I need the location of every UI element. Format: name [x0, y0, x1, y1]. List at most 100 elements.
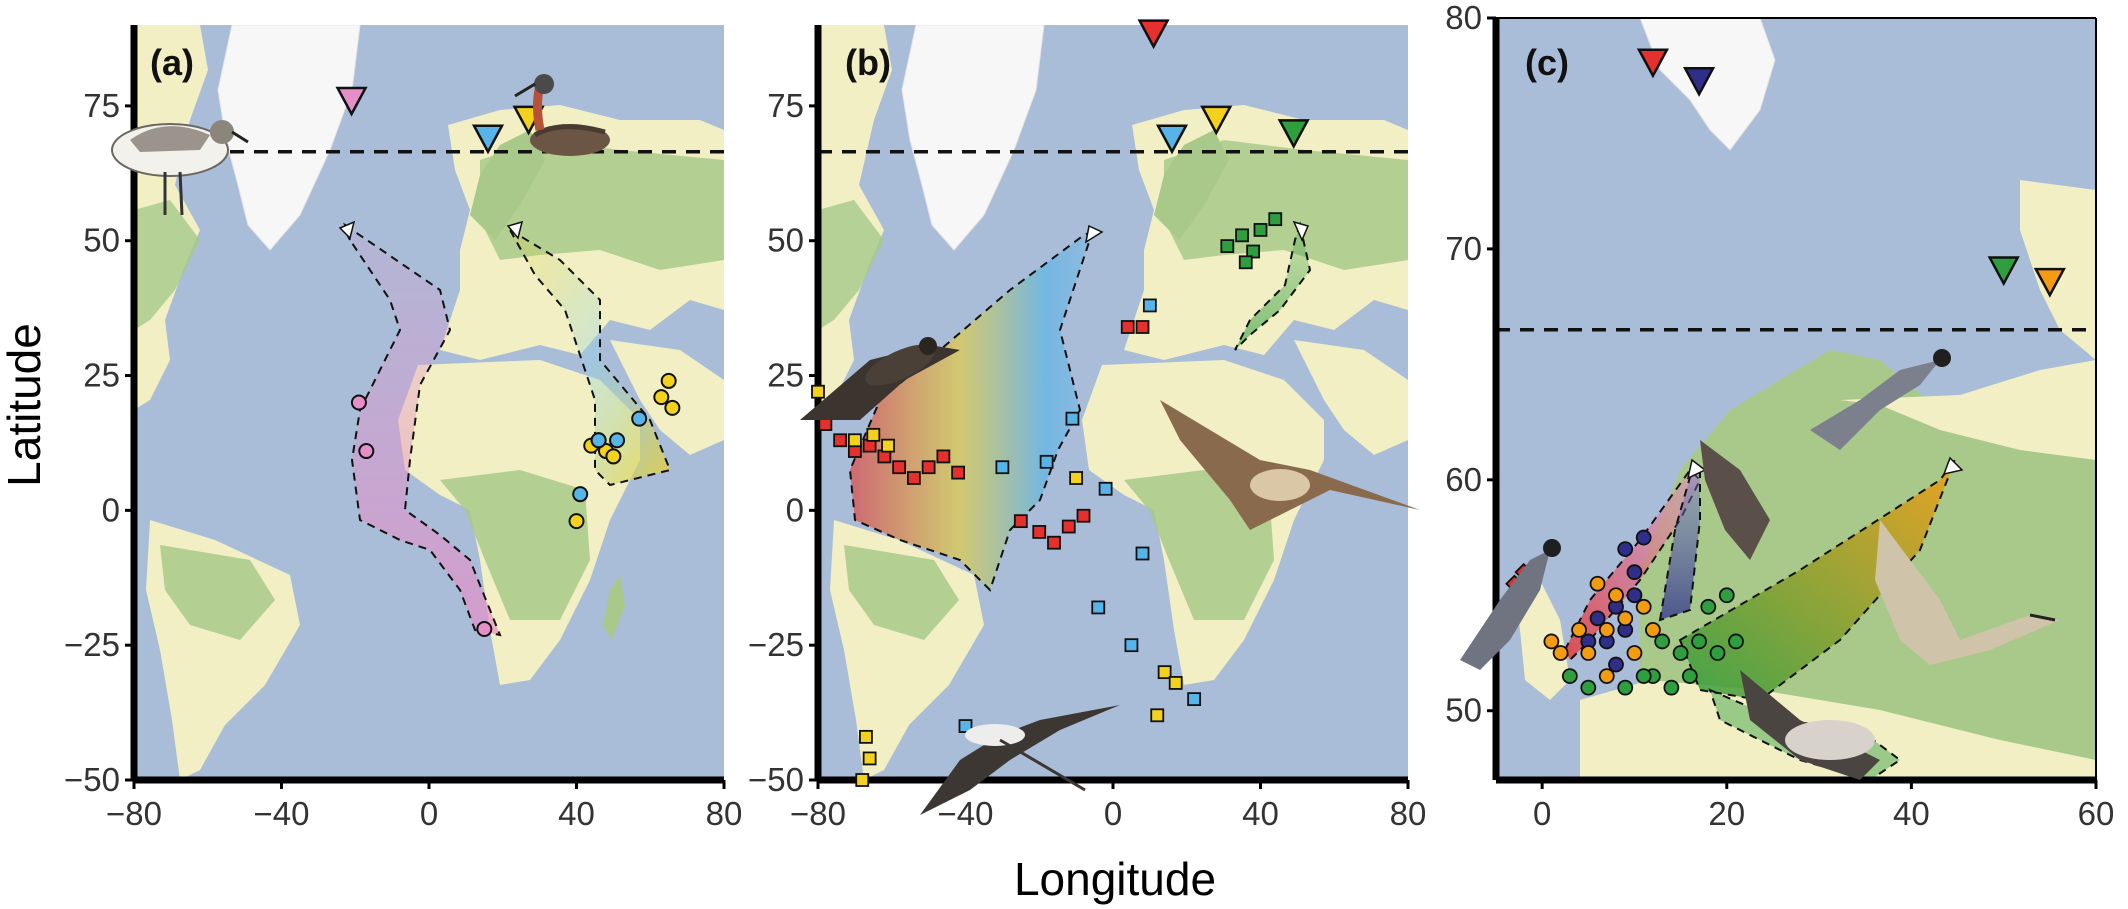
eurasia-tundra: [1840, 360, 2096, 460]
tracking-point: [660, 372, 677, 389]
north-america-forest: [134, 200, 200, 330]
tracking-point: [1589, 610, 1606, 627]
tracking-point: [572, 486, 589, 503]
barnacle-goose-bird-image: [1460, 539, 1561, 670]
tracking-point: [1124, 638, 1139, 653]
tracking-point: [1220, 239, 1235, 254]
red-arrowhead-c: [1686, 458, 1707, 480]
panel-c-ticks: 0 20 40 60 50 60 70 80: [1445, 0, 2114, 832]
x-tick-label: 40: [1893, 795, 1930, 832]
south-america-forest: [160, 545, 275, 640]
tracking-point: [1709, 645, 1726, 661]
tracking-point: [1235, 228, 1249, 243]
y-tick-label: 80: [1445, 0, 1482, 36]
breeding-site-marker: [1636, 48, 1670, 79]
tracking-point: [995, 460, 1010, 475]
panel-c: 0 20 40 60 50 60 70 80 (c): [1445, 0, 2114, 832]
y-tick-label: −50: [64, 761, 120, 798]
tracking-point: [1135, 546, 1150, 561]
green-arrowhead: [1292, 220, 1310, 242]
tracking-point: [936, 449, 951, 464]
tracking-point: [609, 432, 626, 449]
bean-goose-image: [1740, 670, 1880, 780]
tracking-point: [1061, 519, 1076, 534]
y-axis-title: Latitude: [0, 323, 50, 487]
y-tick-label: 0: [786, 491, 804, 528]
green-migration-corridor: [1234, 221, 1312, 351]
tracking-point: [1135, 320, 1150, 334]
x-tick-label: 60: [2078, 795, 2115, 832]
breeding-site-marker: [1137, 19, 1170, 50]
tracking-point: [1552, 645, 1569, 661]
panel-label: (a): [150, 42, 194, 83]
y-tick-label: −25: [748, 626, 804, 663]
panel-c-breeding-sites: [1636, 48, 2066, 298]
tracking-point: [1543, 633, 1560, 650]
africa-forest: [440, 470, 590, 620]
tracking-point: [1598, 668, 1615, 684]
tracking-point: [1608, 656, 1624, 673]
tracking-point: [1617, 541, 1634, 557]
tracking-point: [951, 465, 966, 480]
x-tick-label: 80: [706, 795, 743, 832]
tracking-point: [1246, 244, 1261, 259]
eurasia-forest: [1164, 140, 1408, 270]
phalarope-bird-image: [514, 74, 610, 156]
tracking-point: [1098, 481, 1113, 496]
rainbow-migration-corridor: [848, 227, 1095, 592]
scandinavia-landmass: [1154, 130, 1229, 240]
tracking-point: [1635, 598, 1652, 615]
tracking-point: [1091, 600, 1106, 615]
arabia-landmass: [1294, 340, 1408, 455]
navy-migration-corridor: [1658, 463, 1701, 622]
yellow-migration-corridor: [507, 227, 672, 487]
tracking-point: [476, 621, 493, 637]
yellow-arrowhead: [506, 220, 524, 240]
tracking-point: [653, 389, 670, 406]
tracking-point: [1681, 668, 1698, 684]
tracking-point: [631, 410, 648, 427]
tracking-point: [1268, 212, 1283, 227]
tracking-point: [906, 471, 921, 485]
tracking-point: [1672, 645, 1689, 661]
tracking-point: [1589, 575, 1606, 592]
tracking-point: [350, 394, 367, 411]
tracking-point: [855, 773, 870, 787]
tracking-point: [958, 719, 973, 733]
south-america-forest: [844, 545, 959, 640]
tracking-point: [1157, 665, 1172, 680]
tracking-point: [1069, 471, 1084, 485]
tracking-point: [568, 513, 585, 530]
scandinavia-landmass: [470, 130, 545, 240]
tracking-point: [847, 433, 862, 448]
tracking-point: [1150, 708, 1165, 723]
tracking-point: [881, 438, 895, 453]
tracking-point: [1645, 622, 1661, 638]
tracking-point: [811, 384, 825, 399]
x-tick-label: 80: [1390, 795, 1427, 832]
tracking-point: [1561, 668, 1578, 684]
eurasia-forest: [480, 140, 724, 270]
tracking-point: [1076, 508, 1091, 523]
barnacle-goose-flying-image: [1810, 349, 1951, 450]
y-tick-label: 60: [1445, 461, 1482, 498]
y-tick-label: 25: [767, 357, 804, 394]
tracking-point: [1626, 645, 1643, 661]
tracking-point: [1617, 679, 1634, 696]
panel-a: −80 −40 0 40 80 −50 −25 0 25 50 75 (a): [64, 25, 742, 832]
pink-arrowhead: [338, 220, 356, 240]
tracking-point: [1617, 610, 1634, 627]
panel-a-wintering-points: [350, 372, 681, 637]
tracking-point: [1598, 622, 1615, 638]
tracking-point: [1691, 633, 1707, 650]
tracking-point: [1718, 587, 1735, 604]
breeding-site-marker: [1987, 256, 2020, 287]
y-tick-label: 75: [83, 87, 120, 124]
panel-b-breeding-sites: [1137, 19, 1310, 155]
rainbow-arrowhead: [1084, 224, 1104, 244]
x-tick-label: 40: [558, 795, 595, 832]
tracking-point: [1654, 633, 1671, 650]
tracking-point: [862, 751, 877, 766]
x-tick-label: 20: [1708, 795, 1745, 832]
